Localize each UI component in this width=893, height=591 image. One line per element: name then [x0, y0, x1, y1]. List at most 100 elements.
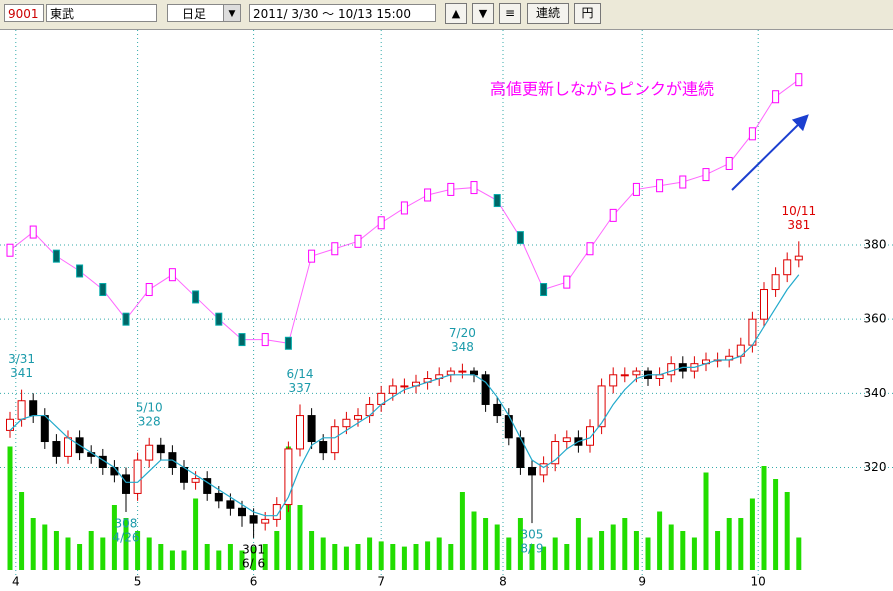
volume-bar	[251, 546, 257, 570]
volume-bar	[42, 524, 48, 570]
candle-body	[504, 415, 513, 439]
toolbar: 9001 東武 日足 ▼ 2011/ 3/30 ～ 10/13 15:00 ▲ ▼…	[0, 0, 893, 30]
candle-body	[562, 437, 571, 443]
x-tick-label: 5	[134, 575, 142, 589]
volume-bar	[378, 541, 384, 570]
y-tick-label: 320	[864, 460, 887, 474]
volume-bar	[158, 544, 164, 570]
yen-button[interactable]: 円	[574, 3, 601, 24]
volume-bar	[784, 492, 790, 570]
candle-body	[400, 385, 409, 388]
up-button[interactable]: ▲	[445, 3, 467, 24]
volume-bar	[297, 505, 303, 570]
candle-body	[284, 448, 293, 506]
x-tick-label: 9	[638, 575, 646, 589]
trough-date: 6/ 6	[242, 556, 265, 570]
indicator-marker	[6, 243, 14, 257]
volume-bar	[796, 537, 802, 570]
volume-bar	[691, 537, 697, 570]
volume-bar	[390, 544, 396, 570]
candle-body	[759, 289, 768, 320]
trough-value: 305	[521, 528, 544, 542]
volume-bar	[343, 546, 349, 570]
volume-bar	[367, 537, 373, 570]
candle-body	[29, 400, 38, 417]
indicator-marker	[656, 179, 664, 193]
volume-bar	[100, 537, 106, 570]
indicator-marker	[772, 90, 780, 104]
indicator-marker	[795, 73, 803, 87]
candle-body	[249, 515, 258, 524]
volume-bar	[622, 518, 628, 570]
volume-bar	[53, 531, 59, 570]
candle-body	[597, 385, 606, 428]
trough-value: 301	[242, 542, 265, 556]
candle-body	[527, 466, 536, 476]
peak-date: 10/11	[782, 204, 817, 218]
volume-bar	[761, 466, 767, 570]
range-field[interactable]: 2011/ 3/30 ～ 10/13 15:00	[249, 4, 436, 22]
volume-bar	[657, 511, 663, 570]
volume-bar	[169, 550, 175, 570]
indicator-marker	[52, 249, 60, 263]
indicator-marker	[609, 208, 617, 222]
indicator-marker	[192, 290, 200, 304]
y-tick-label: 380	[864, 238, 887, 252]
indicator-marker	[377, 216, 385, 230]
continuous-button[interactable]: 連続	[527, 3, 569, 24]
indicator-marker	[284, 336, 292, 350]
volume-bar	[227, 544, 233, 570]
menu-button[interactable]: ≡	[499, 3, 521, 24]
volume-bar	[146, 537, 152, 570]
candle-body	[191, 478, 200, 483]
volume-bar	[216, 550, 222, 570]
indicator-marker	[215, 312, 223, 326]
volume-bar	[552, 537, 558, 570]
candle-body	[237, 507, 246, 517]
period-select[interactable]: 日足 ▼	[167, 4, 241, 22]
volume-bar	[506, 537, 512, 570]
volume-bar	[703, 472, 709, 570]
indicator-marker	[400, 201, 408, 215]
candle-body	[156, 444, 165, 454]
indicator-marker	[725, 156, 733, 170]
volume-bar	[564, 544, 570, 570]
trend-arrow	[731, 114, 809, 191]
volume-bar	[529, 544, 535, 570]
peak-value: 337	[289, 381, 312, 395]
indicator-marker	[168, 268, 176, 282]
volume-bar	[111, 505, 117, 570]
y-tick-label: 340	[864, 386, 887, 400]
candle-body	[307, 415, 316, 443]
volume-bar	[239, 550, 245, 570]
indicator-marker	[122, 312, 130, 326]
candle-body	[585, 426, 594, 446]
peak-value: 348	[451, 340, 474, 354]
indicator-marker	[99, 283, 107, 297]
candle-body	[17, 400, 26, 420]
code-field[interactable]: 9001	[4, 4, 44, 22]
trough-value: 308	[115, 516, 138, 530]
indicator-marker	[540, 283, 548, 297]
down-button[interactable]: ▼	[472, 3, 494, 24]
dropdown-icon[interactable]: ▼	[223, 5, 240, 21]
y-tick-label: 360	[864, 312, 887, 326]
volume-bar	[738, 518, 744, 570]
candle-body	[203, 478, 212, 494]
volume-bar	[135, 531, 141, 570]
volume-bar	[274, 531, 280, 570]
candle-body	[794, 255, 803, 261]
volume-bar	[494, 524, 500, 570]
volume-bar	[645, 537, 651, 570]
candle-body	[319, 441, 328, 454]
candle-body	[261, 518, 270, 524]
volume-bar	[633, 531, 639, 570]
volume-bar	[309, 531, 315, 570]
volume-bar	[715, 531, 721, 570]
indicator-marker	[748, 127, 756, 141]
name-field[interactable]: 東武	[46, 4, 157, 22]
indicator-marker	[563, 275, 571, 289]
volume-bar	[517, 518, 523, 570]
